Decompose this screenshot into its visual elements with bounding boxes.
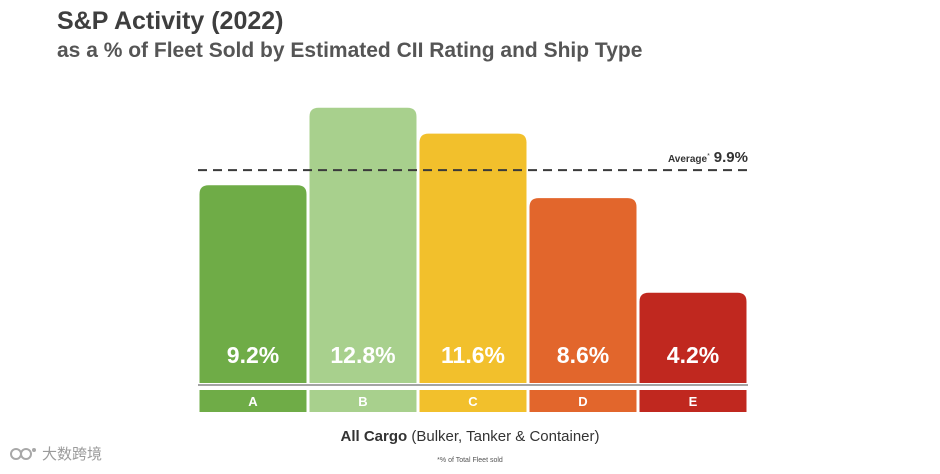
chart-subtitle: as a % of Fleet Sold by Estimated CII Ra… [57,39,643,62]
average-label: Average* 9.9% [668,149,748,166]
average-label-asterisk: * [707,153,710,160]
average-label-text: Average [668,154,708,165]
category-label-c: C [468,394,478,409]
bar-a [199,185,307,383]
bar-e [639,292,747,383]
bar-value-label-a: 9.2% [227,342,279,368]
bar-value-label-d: 8.6% [557,342,609,368]
watermark-text: 大数跨境 [42,446,103,463]
bar-c [419,133,527,383]
category-label-a: A [248,394,258,409]
watermark: 大数跨境 [10,443,102,464]
bar-d [529,198,637,383]
x-axis-label-rest: (Bulker, Tanker & Container) [407,428,600,445]
watermark-logo-icon [10,447,36,460]
bar-b [309,107,417,384]
category-band-a [199,390,307,412]
bar-value-label-e: 4.2% [667,342,719,368]
category-band-e [639,390,747,412]
chart-title: S&P Activity (2022) [57,7,284,35]
average-label-value: 9.9% [714,149,748,166]
x-axis-label-bold: All Cargo [340,428,408,445]
category-label-d: D [578,394,587,409]
category-band-d [529,390,637,412]
bar-value-label-b: 12.8% [330,342,395,368]
category-band-c [419,390,527,412]
category-label-b: B [358,394,367,409]
x-axis-label: All Cargo (Bulker, Tanker & Container) [0,428,940,445]
category-label-e: E [689,394,698,409]
category-band-b [309,390,417,412]
bar-value-label-c: 11.6% [441,342,505,368]
footnote: *% of Total Fleet sold [437,457,503,464]
